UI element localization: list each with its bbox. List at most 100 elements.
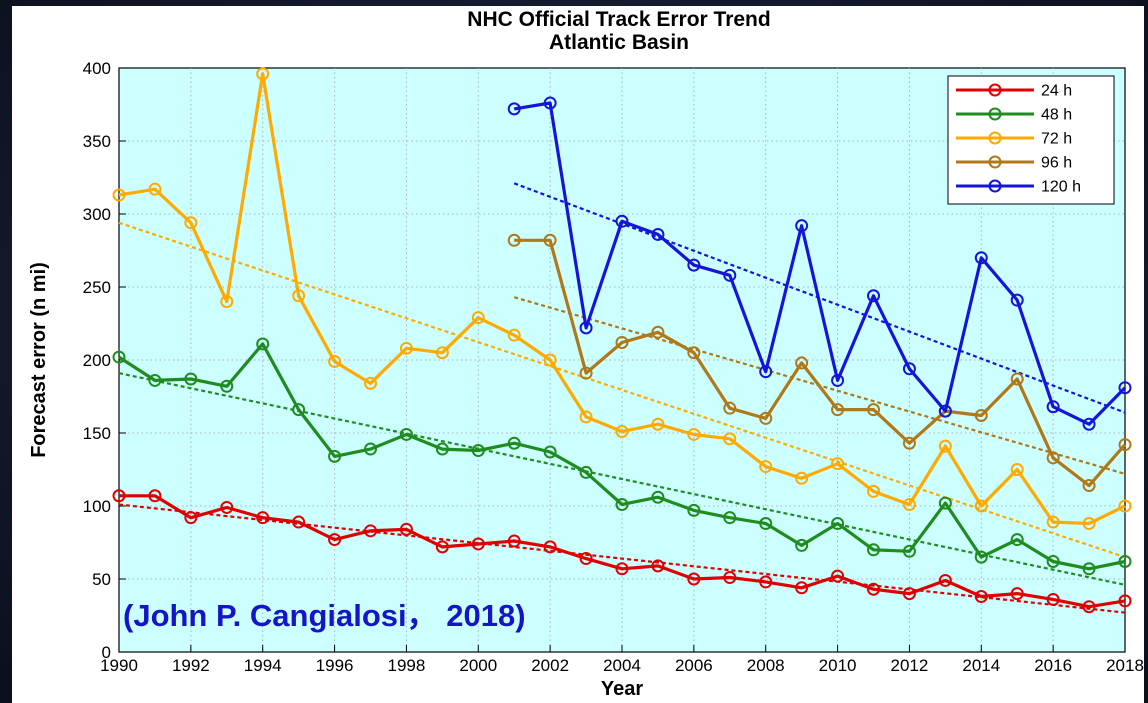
data-point-72h xyxy=(795,471,809,485)
trend-line-48h xyxy=(118,372,1126,586)
data-point-24h xyxy=(543,540,557,554)
data-point-48h xyxy=(1046,554,1060,568)
data-point-24h xyxy=(435,540,449,554)
data-point-48h xyxy=(471,444,485,458)
x-tick-label: 2008 xyxy=(747,656,785,675)
data-point-24h xyxy=(507,534,521,548)
data-point-48h xyxy=(759,517,773,531)
data-point-72h xyxy=(902,498,916,512)
data-point-72h xyxy=(1118,499,1132,513)
data-point-48h xyxy=(795,538,809,552)
data-point-24h xyxy=(687,572,701,586)
y-tick-label: 50 xyxy=(92,570,111,589)
y-axis-label: Forecast error (n mi) xyxy=(28,262,50,458)
data-point-24h xyxy=(723,571,737,585)
data-point-24h xyxy=(328,533,342,547)
data-point-24h xyxy=(148,489,162,503)
legend-marker-72h xyxy=(988,131,1002,145)
data-point-72h xyxy=(328,354,342,368)
data-point-72h xyxy=(1046,515,1060,529)
x-tick-label: 2004 xyxy=(603,656,641,675)
series-line-72h xyxy=(118,72,1126,526)
data-point-120h xyxy=(507,102,521,116)
legend-marker-96h xyxy=(988,155,1002,169)
chart-subtitle: Atlantic Basin xyxy=(549,31,689,54)
data-point-48h xyxy=(328,449,342,463)
data-point-24h xyxy=(1082,600,1096,614)
data-point-72h xyxy=(507,328,521,342)
data-point-24h xyxy=(292,515,306,529)
y-tick-label: 200 xyxy=(83,351,111,370)
data-point-120h xyxy=(1082,417,1096,431)
x-tick-label: 2016 xyxy=(1034,656,1072,675)
data-point-48h xyxy=(1082,562,1096,576)
data-point-72h xyxy=(759,460,773,474)
data-point-72h xyxy=(579,410,593,424)
data-point-120h xyxy=(579,321,593,335)
data-point-72h xyxy=(938,439,952,453)
chart-legend: 24 h 48 h 72 h 96 h 120 h xyxy=(947,75,1115,205)
data-point-120h xyxy=(974,251,988,265)
data-point-96h xyxy=(1046,451,1060,465)
data-point-48h xyxy=(974,550,988,564)
legend-label-72h: 72 h xyxy=(1041,131,1072,148)
data-point-72h xyxy=(220,295,234,309)
data-point-48h xyxy=(651,490,665,504)
data-series xyxy=(112,67,1132,614)
data-point-120h xyxy=(759,365,773,379)
data-point-24h xyxy=(399,522,413,536)
data-point-72h xyxy=(184,216,198,230)
data-point-72h xyxy=(399,341,413,355)
data-point-48h xyxy=(723,511,737,525)
data-point-24h xyxy=(831,569,845,583)
x-tick-label: 2000 xyxy=(459,656,497,675)
data-point-48h xyxy=(579,465,593,479)
y-axis-ticks: 0 50 100 150 200 250 300 350 400 xyxy=(83,59,126,662)
data-point-72h xyxy=(543,353,557,367)
legend-label-48h: 48 h xyxy=(1041,107,1072,124)
data-point-120h xyxy=(651,227,665,241)
x-tick-label: 1994 xyxy=(244,656,282,675)
x-tick-label: 2012 xyxy=(891,656,929,675)
data-point-96h xyxy=(795,356,809,370)
data-point-24h xyxy=(220,500,234,514)
data-point-48h xyxy=(364,442,377,456)
data-point-24h xyxy=(1118,594,1132,608)
y-tick-label: 400 xyxy=(83,59,111,78)
data-point-24h xyxy=(902,587,916,601)
data-point-24h xyxy=(1010,587,1024,601)
data-point-48h xyxy=(867,543,880,557)
data-point-24h xyxy=(867,582,880,596)
series-line-48h xyxy=(118,342,1126,571)
data-point-96h xyxy=(1082,479,1096,493)
data-point-72h xyxy=(148,182,162,196)
data-point-48h xyxy=(435,442,449,456)
data-point-24h xyxy=(471,537,485,551)
data-point-120h xyxy=(938,404,952,418)
y-tick-label: 100 xyxy=(83,497,111,516)
data-point-72h xyxy=(615,425,629,439)
data-point-72h xyxy=(112,188,126,202)
data-point-48h xyxy=(148,373,162,387)
data-point-120h xyxy=(902,362,916,376)
data-point-24h xyxy=(651,559,665,573)
legend-label-24h: 24 h xyxy=(1041,83,1072,100)
data-point-72h xyxy=(687,427,701,441)
legend-box xyxy=(947,75,1115,205)
data-point-72h xyxy=(471,311,485,325)
data-point-96h xyxy=(579,366,593,380)
data-point-96h xyxy=(615,335,629,349)
data-point-96h xyxy=(831,403,845,417)
data-point-48h xyxy=(292,403,306,417)
data-point-120h xyxy=(723,268,737,282)
data-point-48h xyxy=(902,544,916,558)
data-point-48h xyxy=(399,427,413,441)
y-tick-label: 250 xyxy=(83,278,111,297)
data-point-120h xyxy=(687,258,701,272)
series-line-24h xyxy=(119,494,1126,609)
data-point-48h xyxy=(1118,554,1132,568)
data-point-72h xyxy=(1082,517,1096,531)
legend-marker-24h xyxy=(988,83,1002,97)
data-point-24h xyxy=(938,573,952,587)
